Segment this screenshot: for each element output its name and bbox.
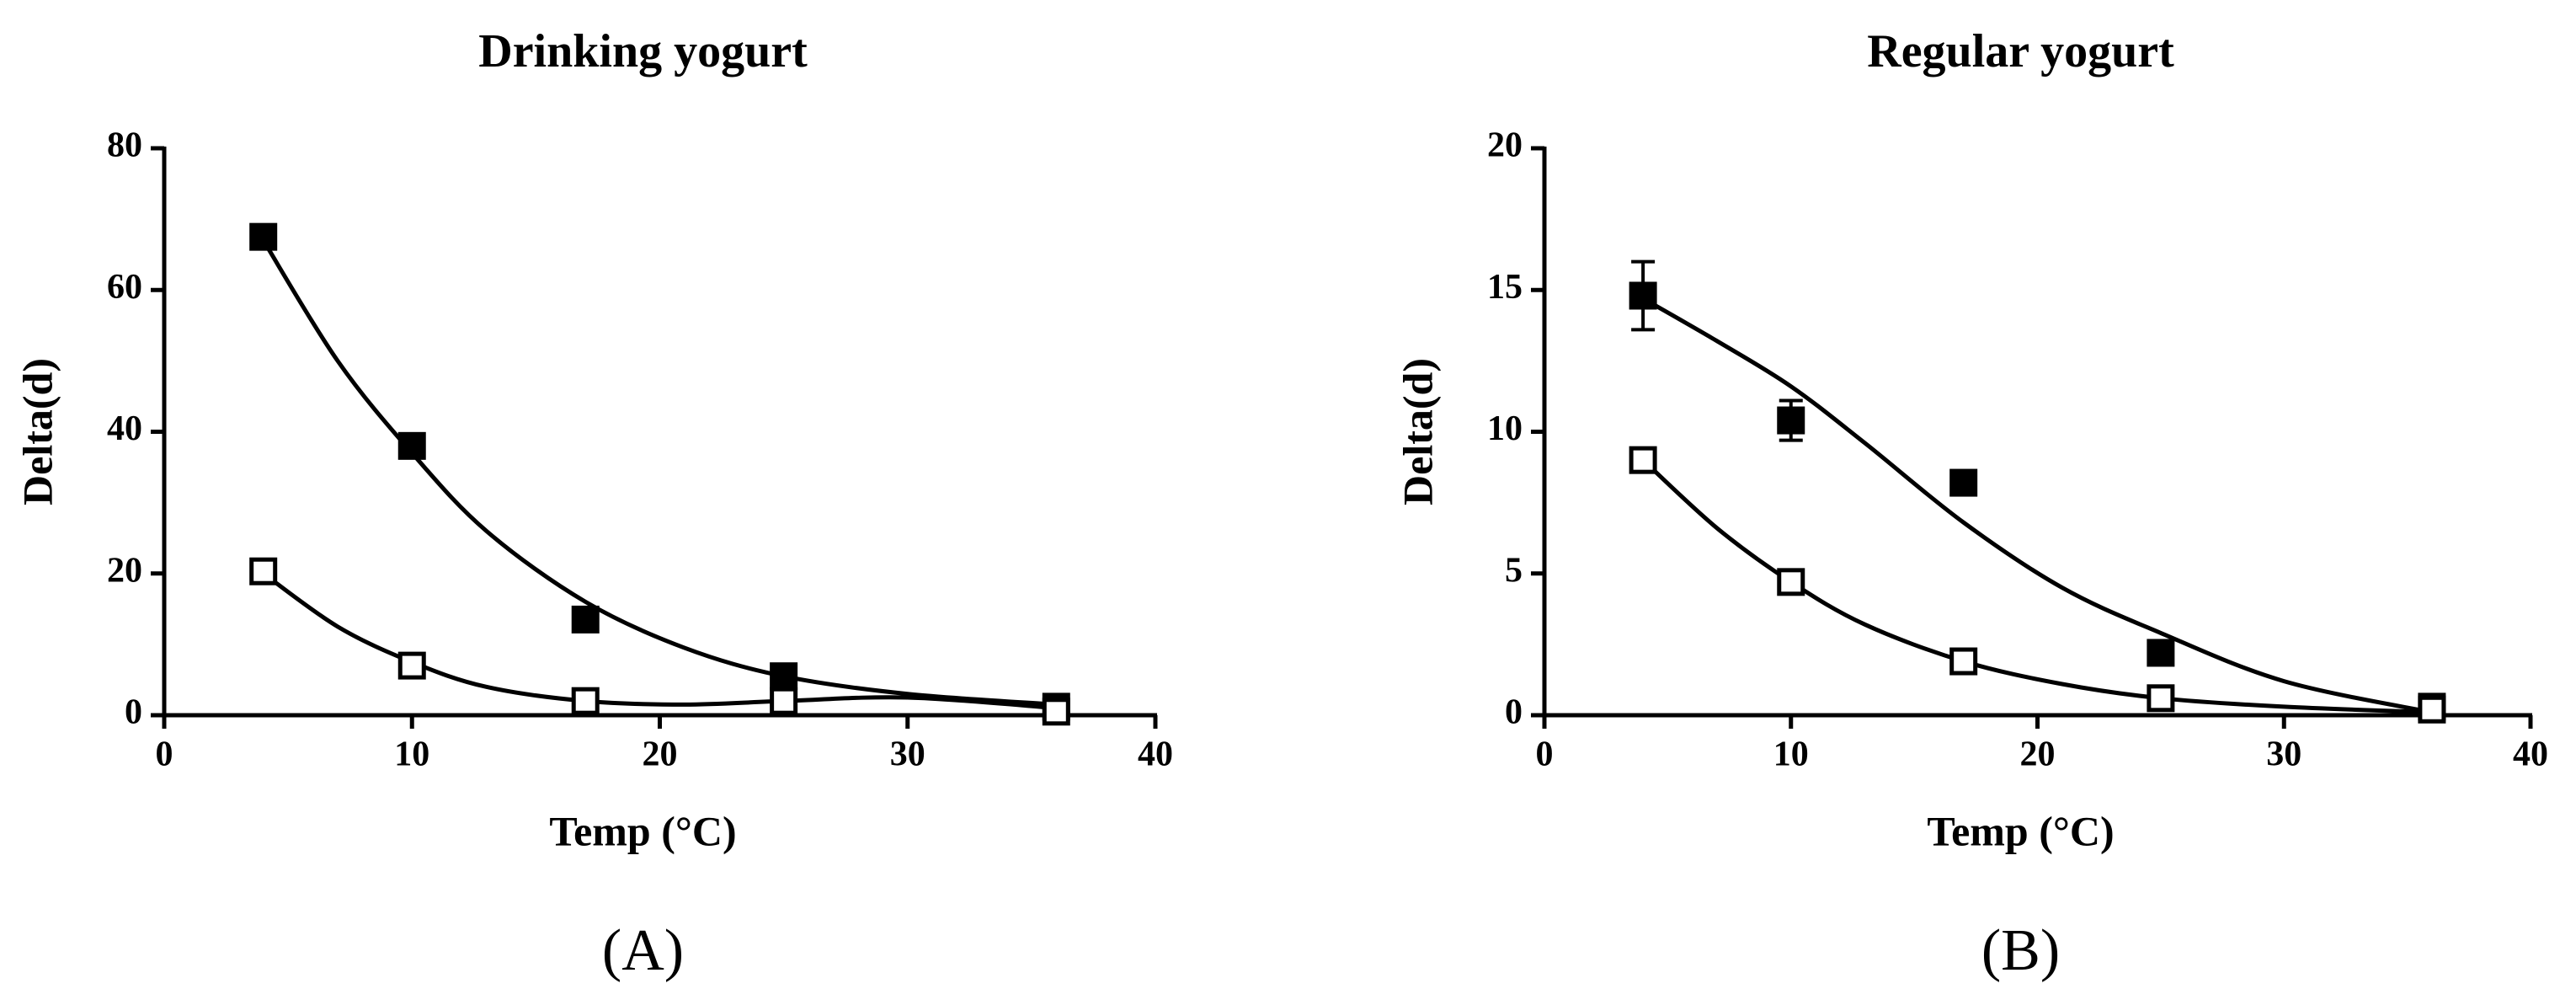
x-tick-label: 30: [2266, 735, 2301, 774]
fit-curve: [262, 571, 1057, 711]
y-tick-label: 40: [107, 409, 142, 448]
fit-curve: [261, 239, 1057, 707]
data-point: [1777, 568, 1805, 596]
y-tick-label: 15: [1487, 268, 1523, 307]
x-tick-label: 20: [643, 735, 678, 774]
y-axis-label: Delta(d): [13, 358, 61, 505]
data-point: [249, 222, 278, 251]
data-point: [571, 687, 600, 715]
y-tick-label: 60: [107, 268, 142, 307]
data-point: [770, 662, 798, 691]
y-tick-label: 10: [1487, 409, 1523, 448]
x-tick-label: 0: [1536, 735, 1554, 774]
data-point: [397, 651, 426, 680]
data-point: [1777, 406, 1805, 435]
fit-curve: [1641, 458, 2432, 715]
x-tick-label: 10: [394, 735, 429, 774]
y-tick-label: 0: [125, 693, 142, 732]
panel-label: (B): [1981, 918, 2060, 983]
data-point: [2418, 695, 2446, 724]
data-point: [249, 557, 278, 585]
x-tick-label: 20: [2020, 735, 2056, 774]
data-point: [1949, 468, 1978, 497]
data-point: [397, 431, 426, 460]
x-tick-label: 10: [1773, 735, 1809, 774]
data-point: [1629, 446, 1657, 474]
data-point: [571, 605, 600, 633]
x-tick-label: 40: [1138, 735, 1173, 774]
fit-curve: [1641, 297, 2433, 715]
chart-title: Regular yogurt: [1867, 25, 2174, 78]
y-tick-label: 0: [1505, 693, 1523, 732]
x-axis-label: Temp (°C): [1927, 807, 2114, 854]
data-point: [1629, 281, 1657, 310]
x-tick-label: 30: [890, 735, 925, 774]
data-point: [1949, 647, 1978, 676]
y-tick-label: 20: [1487, 126, 1523, 165]
y-tick-label: 5: [1505, 551, 1523, 590]
x-tick-label: 0: [156, 735, 173, 774]
data-point: [2147, 639, 2175, 667]
data-point: [1042, 698, 1070, 726]
data-point: [2147, 684, 2175, 713]
data-point: [770, 687, 798, 715]
y-axis-label: Delta(d): [1394, 358, 1441, 505]
x-axis-label: Temp (°C): [549, 807, 736, 854]
chart-title: Drinking yogurt: [478, 25, 808, 78]
panel-label: (A): [602, 918, 684, 983]
y-tick-label: 80: [107, 126, 142, 165]
x-tick-label: 40: [2513, 735, 2548, 774]
y-tick-label: 20: [107, 551, 142, 590]
